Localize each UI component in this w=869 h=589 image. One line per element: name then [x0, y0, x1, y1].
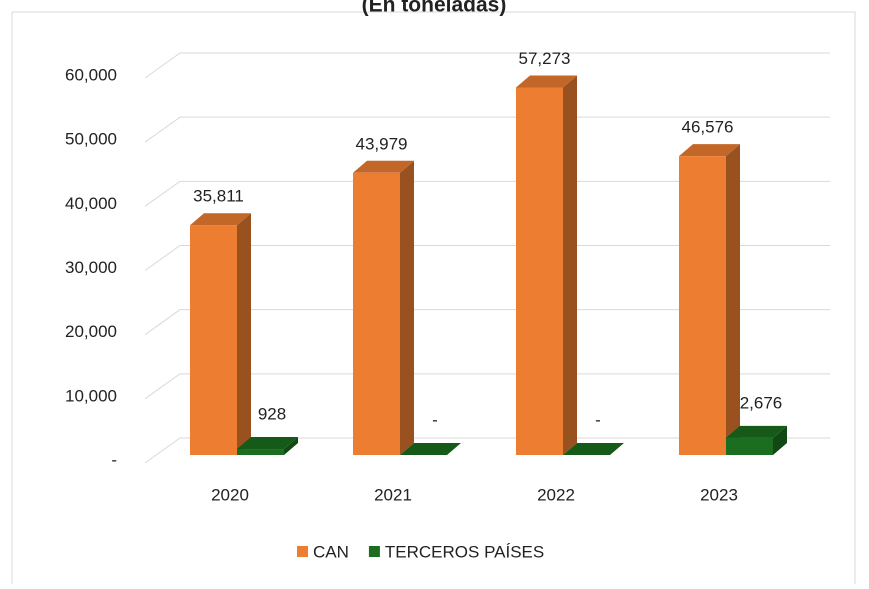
bar-face — [516, 87, 563, 455]
data-label: - — [432, 410, 438, 429]
legend-label: TERCEROS PAÍSES — [385, 542, 544, 561]
y-tick-label: 60,000 — [65, 65, 117, 84]
bar — [190, 213, 251, 455]
bar — [353, 160, 414, 455]
bar — [679, 144, 740, 455]
bar-face — [563, 443, 624, 455]
chart-frame — [11, 11, 856, 589]
data-label: 928 — [258, 405, 286, 424]
bar-face — [563, 75, 577, 455]
bar — [400, 443, 461, 455]
data-label: - — [595, 410, 601, 429]
y-tick-label: 20,000 — [65, 322, 117, 341]
legend-label: CAN — [313, 542, 349, 561]
bar-face — [726, 144, 740, 455]
x-tick-label: 2020 — [211, 485, 249, 504]
bar-face — [679, 144, 740, 157]
x-tick-label: 2022 — [537, 485, 575, 504]
data-label: 57,273 — [519, 49, 571, 68]
chart-title: (En toneladas) — [362, 0, 507, 17]
bar-face — [773, 425, 787, 455]
bar-face — [237, 449, 284, 455]
grid-line — [144, 373, 830, 400]
x-tick-label: 2023 — [700, 485, 738, 504]
bar — [563, 443, 624, 455]
bar-face — [726, 425, 787, 438]
y-tick-label: 30,000 — [65, 258, 117, 277]
bar-face — [353, 172, 400, 455]
bar-face — [284, 437, 298, 455]
bar — [516, 75, 577, 455]
bar-face — [353, 160, 414, 173]
bar-face — [726, 437, 773, 455]
y-tick-label: 10,000 — [65, 386, 117, 405]
grid-line — [144, 180, 830, 207]
y-tick-label: 50,000 — [65, 130, 117, 149]
legend-swatch — [368, 546, 380, 557]
bar-face — [400, 443, 461, 455]
bar-face — [679, 156, 726, 455]
data-label: 2,676 — [740, 393, 783, 412]
bar-face — [516, 75, 577, 88]
y-tick-label: 40,000 — [65, 194, 117, 213]
bar-face — [190, 213, 251, 226]
legend-swatch — [297, 546, 308, 557]
bar-face — [237, 213, 251, 455]
bar-face — [400, 160, 414, 455]
x-tick-label: 2021 — [374, 485, 412, 504]
grid-line — [144, 116, 830, 143]
grid-line — [144, 52, 830, 79]
data-label: 43,979 — [356, 134, 408, 153]
grid-line — [144, 437, 830, 464]
data-label: 46,576 — [682, 118, 734, 137]
bar — [726, 425, 787, 455]
y-tick-label: - — [111, 450, 117, 469]
bar-face — [237, 437, 298, 450]
data-label: 35,811 — [193, 187, 244, 206]
bar-face — [190, 225, 237, 455]
grid-line — [144, 309, 830, 336]
bar — [237, 437, 298, 455]
grid-line — [144, 245, 830, 271]
